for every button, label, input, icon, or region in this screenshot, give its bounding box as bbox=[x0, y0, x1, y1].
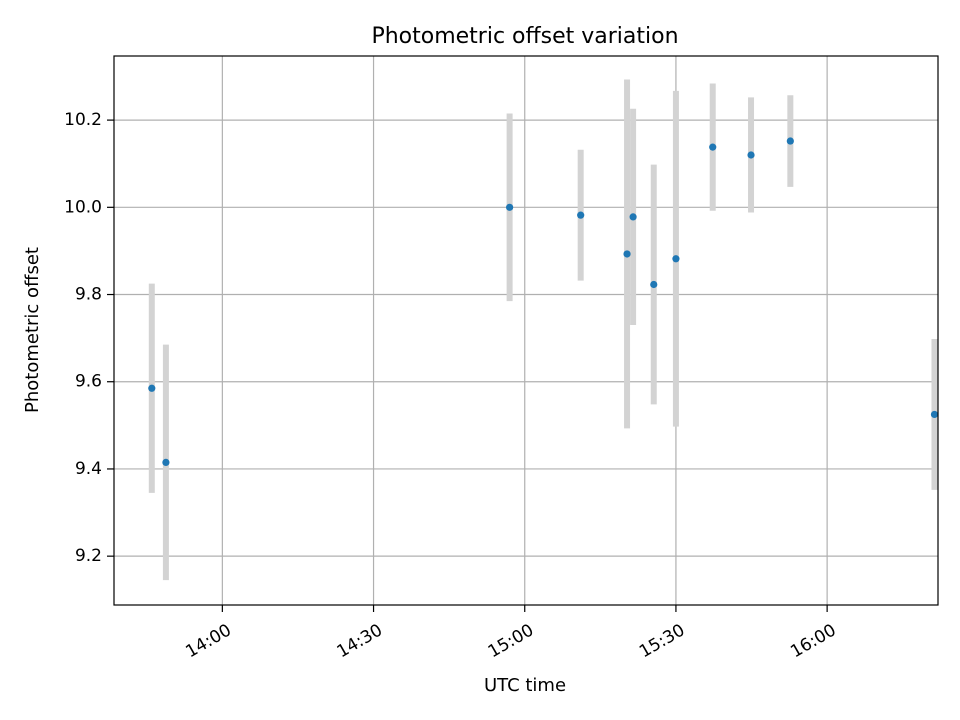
y-tick-label-1: 9.4 bbox=[75, 459, 102, 479]
data-point-5 bbox=[629, 213, 637, 221]
data-point-7 bbox=[672, 255, 680, 263]
data-point-6 bbox=[650, 280, 658, 289]
y-axis-label: Photometric offset bbox=[22, 247, 43, 413]
data-point-3 bbox=[577, 211, 585, 219]
y-tick-label-0: 9.2 bbox=[75, 546, 102, 566]
data-point-10 bbox=[786, 137, 794, 145]
data-point-11 bbox=[930, 410, 939, 419]
y-tick-label-2: 9.6 bbox=[75, 372, 102, 392]
data-point-1 bbox=[162, 458, 170, 467]
y-tick-label-4: 10.0 bbox=[64, 197, 102, 217]
data-point-8 bbox=[709, 143, 717, 151]
data-point-2 bbox=[506, 203, 514, 211]
plot-frame bbox=[113, 55, 939, 606]
data-point-0 bbox=[148, 384, 156, 392]
data-point-4 bbox=[623, 250, 631, 258]
y-axis-ticks: 9.2 9.4 9.6 9.8 10.0 10.2 bbox=[64, 110, 114, 566]
plot-area-background bbox=[114, 56, 938, 605]
y-tick-label-5: 10.2 bbox=[64, 110, 102, 130]
gridlines bbox=[114, 56, 938, 605]
data-markers bbox=[148, 137, 939, 467]
chart-title: Photometric offset variation bbox=[371, 24, 678, 49]
data-point-9 bbox=[747, 151, 755, 159]
y-tick-label-3: 9.8 bbox=[75, 285, 102, 305]
x-axis-label: UTC time bbox=[484, 675, 566, 696]
